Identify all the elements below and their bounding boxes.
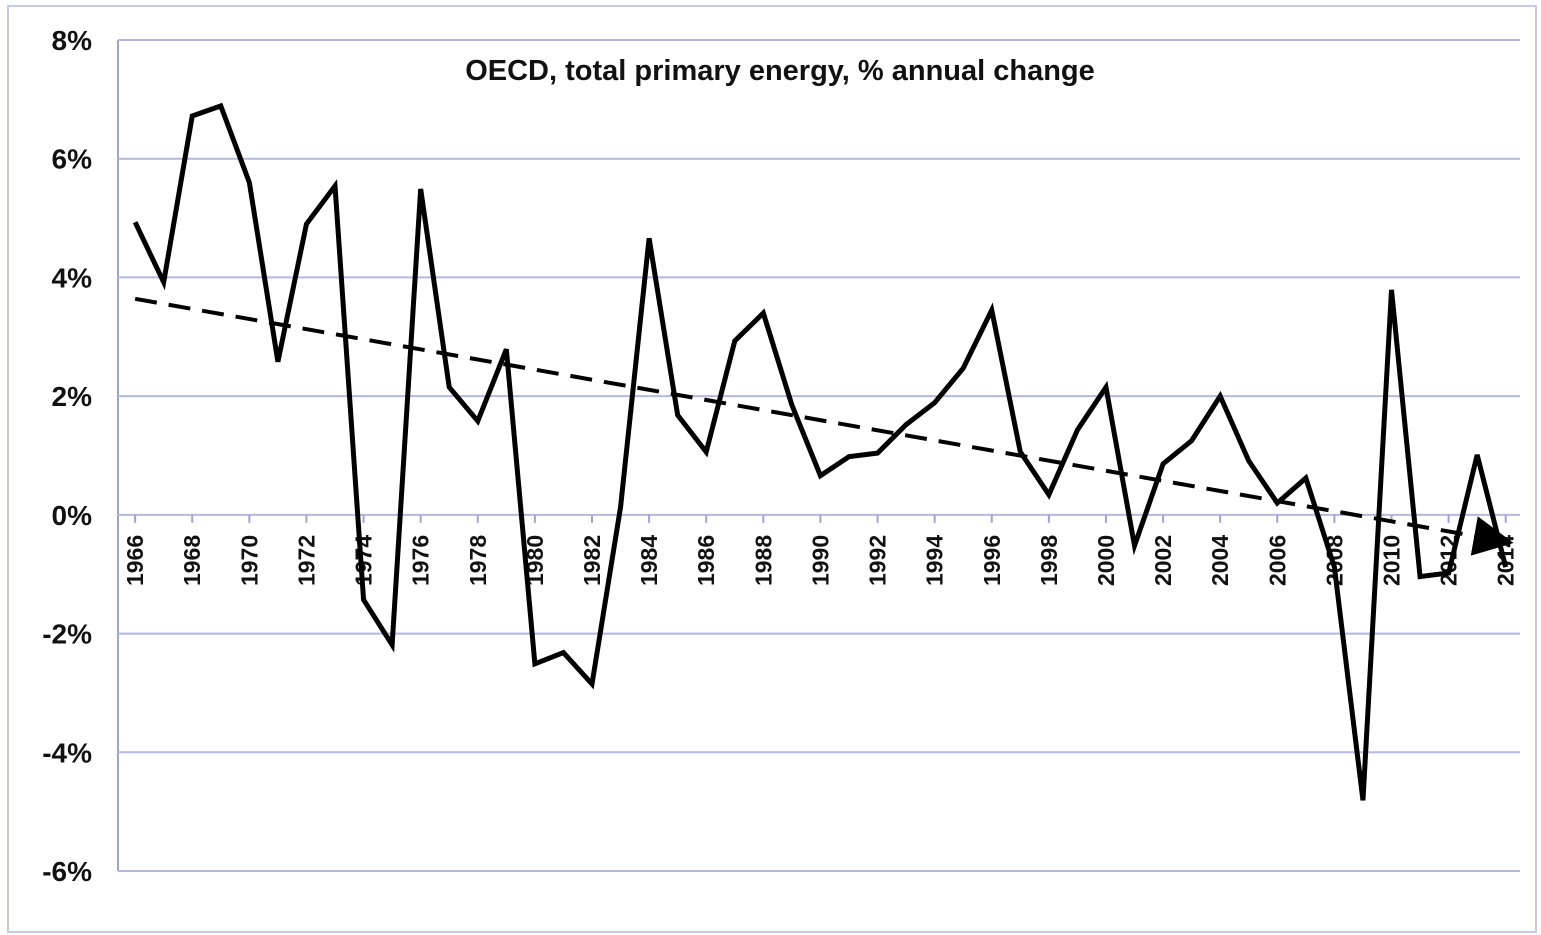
y-tick-label: -4%: [42, 737, 92, 768]
x-tick-label: 1966: [122, 535, 148, 586]
x-tick-label: 1986: [693, 535, 719, 586]
x-tick-label: 2004: [1207, 535, 1233, 586]
y-tick-label: 8%: [52, 25, 93, 56]
x-tick-label: 1988: [750, 535, 776, 586]
x-tick-label: 1992: [865, 535, 891, 586]
y-tick-label: 2%: [52, 381, 93, 412]
x-tick-label: 1994: [922, 535, 948, 586]
x-tick-label: 1996: [979, 535, 1005, 586]
x-tick-label: 1972: [293, 535, 319, 586]
trend-line: [134, 296, 1514, 556]
y-tick-label: 0%: [52, 500, 93, 531]
x-tick-label: 2002: [1150, 535, 1176, 586]
x-tick-label: 1968: [179, 535, 205, 586]
x-tick-label: 1970: [236, 535, 262, 586]
x-tick-label: 1998: [1036, 535, 1062, 586]
data-line: [132, 102, 1509, 801]
y-tick-label: -6%: [42, 856, 92, 887]
x-tick-label: 2006: [1264, 535, 1290, 586]
x-tick-label: 1976: [408, 535, 434, 586]
chart-border: [7, 5, 1537, 933]
x-tick-label: 2010: [1379, 535, 1405, 586]
y-tick-label: -2%: [42, 619, 92, 650]
x-tick-label: 1982: [579, 535, 605, 586]
x-tick-label: 1984: [636, 535, 662, 586]
y-tick-label: 4%: [52, 262, 93, 293]
y-tick-label: 6%: [52, 144, 93, 175]
x-tick-label: 2000: [1093, 535, 1119, 586]
chart-title: OECD, total primary energy, % annual cha…: [465, 55, 1095, 87]
x-tick-label: 1990: [807, 535, 833, 586]
x-tick-label: 1978: [465, 535, 491, 586]
